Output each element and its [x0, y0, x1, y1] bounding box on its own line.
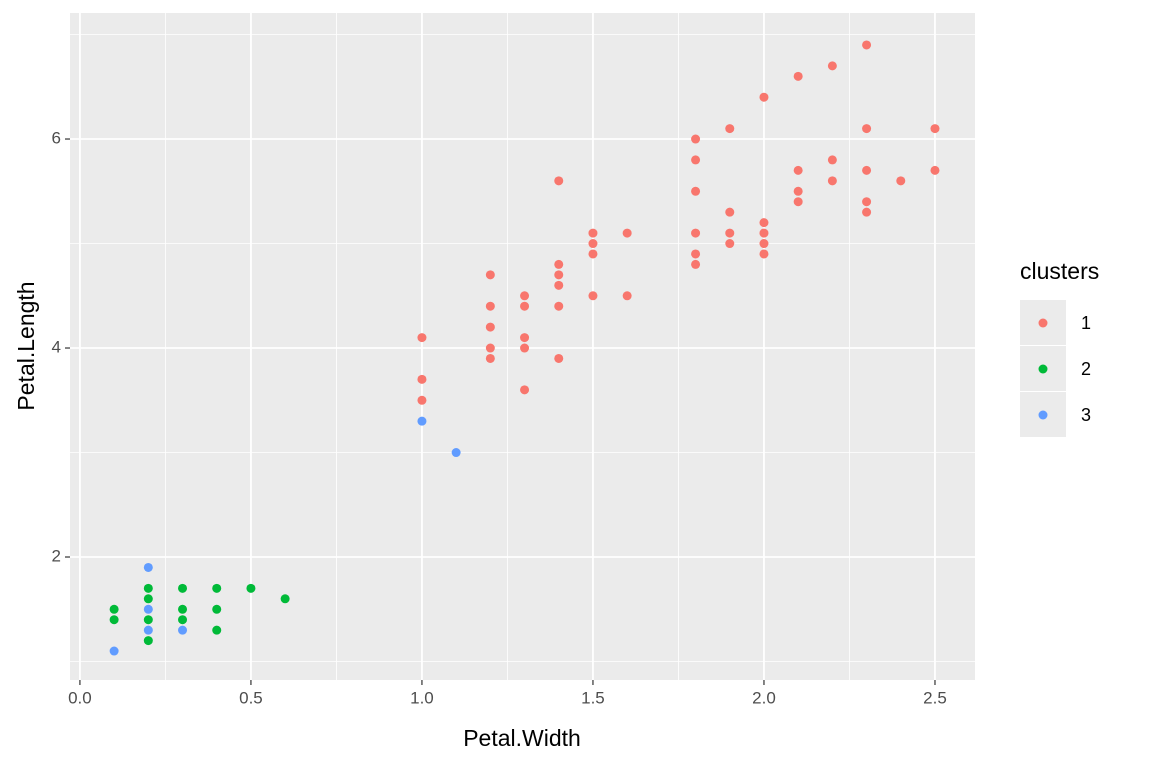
legend-marker	[1038, 364, 1048, 374]
point	[588, 291, 598, 301]
y-tick-label: 6	[52, 129, 61, 148]
legend-marker	[1038, 318, 1048, 328]
point	[451, 448, 461, 458]
point	[862, 40, 872, 50]
point	[520, 333, 530, 343]
point	[725, 228, 735, 238]
point	[485, 353, 495, 363]
point	[588, 239, 598, 249]
legend-label: 3	[1081, 405, 1091, 425]
x-tick-label: 2.0	[752, 688, 776, 707]
point	[554, 259, 564, 269]
point	[930, 124, 940, 134]
point	[178, 583, 188, 593]
point	[793, 165, 803, 175]
point	[212, 604, 222, 614]
x-axis-title: Petal.Width	[463, 725, 581, 751]
y-tick-label: 2	[52, 546, 61, 565]
point	[143, 636, 153, 646]
point	[862, 207, 872, 217]
point	[178, 604, 188, 614]
x-tick-label: 1.5	[581, 688, 605, 707]
legend-label: 1	[1081, 313, 1091, 333]
point	[896, 176, 906, 186]
point	[725, 239, 735, 249]
point	[143, 625, 153, 635]
point	[109, 604, 119, 614]
point	[691, 259, 701, 269]
y-tick-label: 4	[52, 337, 61, 356]
point	[520, 343, 530, 353]
point	[143, 583, 153, 593]
legend-marker	[1038, 410, 1048, 420]
point	[417, 374, 427, 384]
point	[143, 604, 153, 614]
point	[759, 92, 769, 102]
point	[246, 583, 256, 593]
point	[759, 239, 769, 249]
point	[827, 176, 837, 186]
point	[588, 249, 598, 259]
point	[109, 615, 119, 625]
x-tick-label: 0.0	[68, 688, 92, 707]
point	[691, 134, 701, 144]
point	[143, 615, 153, 625]
x-tick-label: 1.0	[410, 688, 434, 707]
point	[862, 124, 872, 134]
point	[793, 71, 803, 81]
legend-label: 2	[1081, 359, 1091, 379]
point	[793, 197, 803, 207]
point	[554, 176, 564, 186]
point	[725, 207, 735, 217]
x-tick-label: 2.5	[923, 688, 947, 707]
point	[417, 395, 427, 405]
point	[622, 228, 632, 238]
y-axis-title: Petal.Length	[13, 281, 39, 410]
point	[759, 249, 769, 259]
legend-title: clusters	[1020, 258, 1099, 284]
point	[143, 594, 153, 604]
point	[554, 353, 564, 363]
point	[862, 197, 872, 207]
point	[178, 625, 188, 635]
point	[930, 165, 940, 175]
point	[691, 186, 701, 196]
point	[520, 301, 530, 311]
point	[520, 291, 530, 301]
point	[554, 280, 564, 290]
point	[759, 228, 769, 238]
point	[588, 228, 598, 238]
point	[212, 583, 222, 593]
point	[793, 186, 803, 196]
point	[109, 646, 119, 656]
point	[622, 291, 632, 301]
point	[725, 124, 735, 134]
point	[691, 249, 701, 259]
point	[691, 228, 701, 238]
point	[520, 385, 530, 395]
point	[485, 343, 495, 353]
point	[485, 322, 495, 332]
point	[178, 615, 188, 625]
point	[143, 562, 153, 572]
point	[554, 301, 564, 311]
point	[759, 218, 769, 228]
point	[862, 165, 872, 175]
point	[827, 61, 837, 71]
point	[212, 625, 222, 635]
point	[554, 270, 564, 280]
point	[485, 301, 495, 311]
x-tick-label: 0.5	[239, 688, 263, 707]
point	[827, 155, 837, 165]
point	[280, 594, 290, 604]
point	[691, 155, 701, 165]
point	[417, 333, 427, 343]
point	[485, 270, 495, 280]
point	[417, 416, 427, 426]
